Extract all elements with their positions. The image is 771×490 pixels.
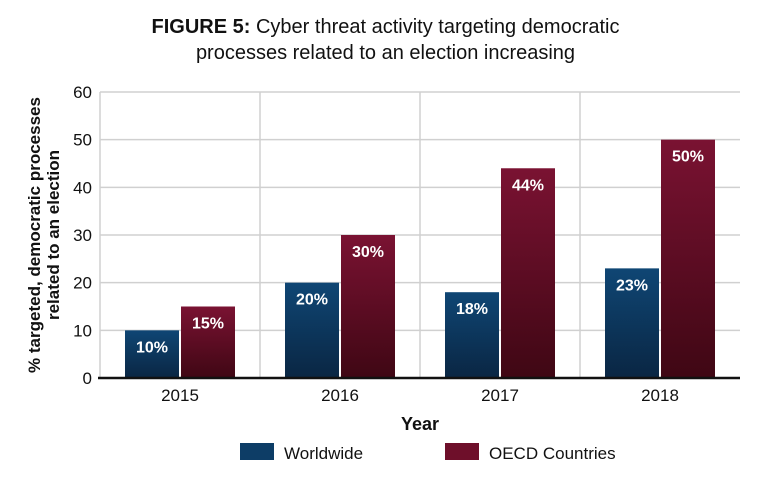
data-label: 44% xyxy=(512,177,544,194)
y-tick-label: 30 xyxy=(73,226,92,245)
bar-worldwide xyxy=(445,292,499,378)
y-tick-label: 20 xyxy=(73,274,92,293)
y-tick-label: 10 xyxy=(73,321,92,340)
y-axis-label-line: related to an election xyxy=(44,150,63,320)
y-tick-label: 60 xyxy=(73,83,92,102)
data-label: 18% xyxy=(456,301,488,318)
y-tick-label: 0 xyxy=(83,369,92,388)
legend-swatch xyxy=(240,443,274,460)
x-tick-label: 2015 xyxy=(161,386,199,405)
bar-oecd-countries xyxy=(181,306,235,378)
data-label: 23% xyxy=(616,277,648,294)
bar-oecd-countries xyxy=(661,139,715,378)
legend-swatch xyxy=(445,443,479,460)
y-tick-label: 40 xyxy=(73,178,92,197)
chart-title: FIGURE 5: Cyber threat activity targetin… xyxy=(0,14,771,66)
y-axis-label: % targeted, democratic processesrelated … xyxy=(25,97,63,373)
x-tick-label: 2016 xyxy=(321,386,359,405)
legend-label: OECD Countries xyxy=(489,444,616,463)
x-axis-label: Year xyxy=(401,414,439,434)
y-axis-label-line: % targeted, democratic processes xyxy=(25,97,44,373)
x-tick-label: 2018 xyxy=(641,386,679,405)
title-line-2: processes related to an election increas… xyxy=(195,42,576,64)
data-label: 20% xyxy=(296,292,328,309)
figure-label: FIGURE 5: xyxy=(151,16,251,38)
x-tick-label: 2017 xyxy=(481,386,519,405)
bar-worldwide xyxy=(605,268,659,378)
bar-oecd-countries xyxy=(341,235,395,378)
data-label: 10% xyxy=(136,339,168,356)
data-label: 30% xyxy=(352,244,384,261)
bar-worldwide xyxy=(125,330,179,378)
legend-label: Worldwide xyxy=(284,444,363,463)
bar-oecd-countries xyxy=(501,168,555,378)
bar-worldwide xyxy=(285,282,339,378)
y-tick-label: 50 xyxy=(73,131,92,150)
title-line-1: Cyber threat activity targeting democrat… xyxy=(255,16,620,38)
data-label: 15% xyxy=(192,316,224,333)
data-label: 50% xyxy=(672,149,704,166)
